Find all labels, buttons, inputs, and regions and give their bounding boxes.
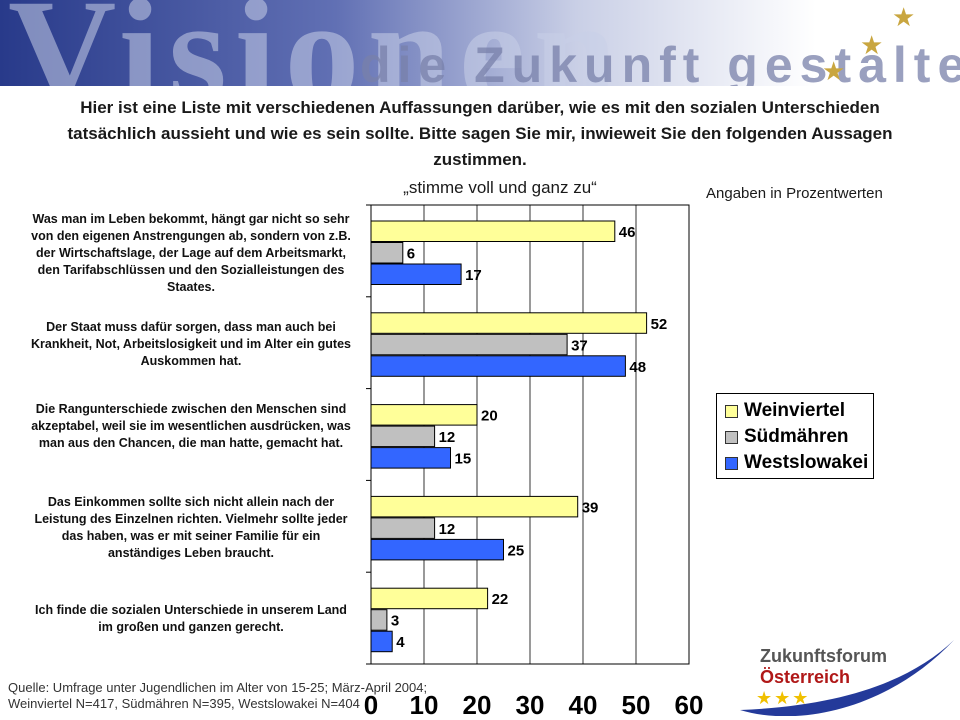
- legend-label: Weinviertel: [744, 400, 846, 421]
- bar: [370, 630, 393, 653]
- star-icon: ★: [860, 30, 884, 60]
- data-label: 4: [396, 634, 405, 651]
- header-banner: Visionen die Zukunft gestalten ★ ★ ★: [0, 0, 960, 86]
- data-label: 48: [629, 359, 646, 376]
- data-label: 12: [439, 429, 456, 446]
- data-label: 25: [508, 542, 525, 559]
- data-label: 22: [492, 591, 509, 608]
- star-icon: ★: [892, 2, 916, 32]
- category-label: Ich finde die sozialen Unterschiede in u…: [35, 603, 347, 634]
- bar: [370, 609, 388, 631]
- legend-item: Südmähren: [725, 424, 865, 450]
- bar: [370, 404, 478, 426]
- x-tick-label: 60: [675, 690, 704, 720]
- category-label: Der Staat muss dafür sorgen, dass man au…: [31, 320, 351, 368]
- category-label: Das Einkommen sollte sich nicht allein n…: [34, 495, 348, 560]
- legend-label: Westslowakei: [744, 452, 869, 473]
- data-label: 6: [407, 246, 415, 263]
- logo-swoosh: [740, 640, 954, 716]
- data-label: 15: [455, 451, 472, 468]
- chart-legend: Weinviertel Südmähren Westslowakei: [716, 393, 874, 479]
- banner-title: Visionen: [8, 0, 625, 86]
- bar: [370, 538, 504, 561]
- data-label: 17: [465, 267, 482, 284]
- x-tick-label: 10: [410, 690, 439, 720]
- source-note: Quelle: Umfrage unter Jugendlichen im Al…: [8, 680, 427, 712]
- star-icon: ★★★: [756, 688, 811, 708]
- data-label: 20: [481, 408, 498, 425]
- bar: [370, 333, 568, 356]
- logo-text: Zukunftsforum: [760, 646, 887, 666]
- x-tick-label: 20: [463, 690, 492, 720]
- legend-swatch: [725, 404, 738, 418]
- bar: [370, 447, 451, 469]
- data-label: 37: [571, 337, 588, 354]
- bar: [370, 425, 436, 448]
- bar: [370, 587, 489, 610]
- source-line: Quelle: Umfrage unter Jugendlichen im Al…: [8, 680, 428, 695]
- logo: Zukunftsforum Österreich ★★★: [740, 636, 956, 716]
- category-label: Was man im Leben bekommt, hängt gar nich…: [31, 212, 351, 294]
- bar: [370, 517, 436, 539]
- bar: [370, 242, 404, 264]
- x-tick-label: 0: [364, 690, 378, 720]
- legend-label: Südmähren: [744, 426, 849, 447]
- units-note: Angaben in Prozentwerten: [706, 185, 883, 202]
- chart-subtitle: „stimme voll und ganz zu“: [403, 178, 597, 197]
- data-label: 46: [619, 224, 636, 241]
- bar: [370, 355, 626, 377]
- legend-item: Westslowakei: [725, 450, 869, 476]
- x-tick-label: 50: [622, 690, 651, 720]
- data-label: 52: [651, 316, 668, 333]
- star-icon: ★: [822, 56, 846, 86]
- legend-swatch: [725, 456, 738, 470]
- x-tick-label: 40: [569, 690, 598, 720]
- source-line: Weinviertel N=417, Südmähren N=395, West…: [8, 696, 360, 711]
- survey-question: Hier ist eine Liste mit verschiedenen Au…: [67, 98, 893, 169]
- data-label: 3: [391, 613, 399, 630]
- legend-item: Weinviertel: [725, 398, 865, 424]
- bar: [370, 220, 616, 242]
- bar: [370, 263, 462, 285]
- legend-swatch: [725, 430, 738, 444]
- data-label: 39: [582, 499, 599, 516]
- data-label: 12: [439, 521, 456, 538]
- bar: [370, 495, 579, 518]
- logo-text: Österreich: [760, 667, 851, 687]
- category-label: Die Rangunterschiede zwischen den Mensch…: [31, 402, 351, 450]
- bar: [370, 312, 648, 334]
- banner-subtitle: die Zukunft gestalten: [360, 37, 960, 86]
- x-tick-label: 30: [516, 690, 545, 720]
